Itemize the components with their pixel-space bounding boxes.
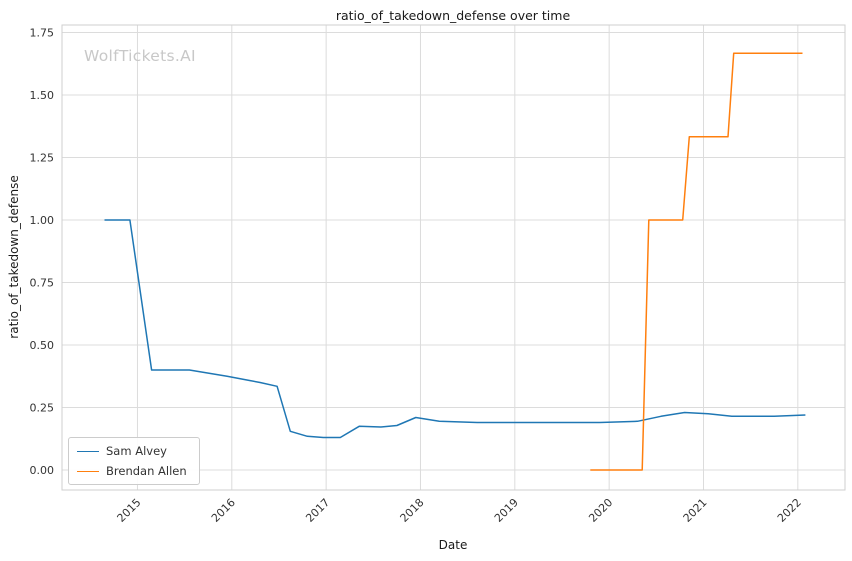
y-axis-label: ratio_of_takedown_defense xyxy=(7,175,21,339)
chart-title: ratio_of_takedown_defense over time xyxy=(335,8,571,23)
plot-border xyxy=(61,24,846,491)
legend-label-sam-alvey: Sam Alvey xyxy=(106,444,167,458)
watermark: WolfTickets.AI xyxy=(84,47,196,65)
series-line-brendan-allen xyxy=(590,52,803,471)
y-tick-label: 1.50 xyxy=(30,89,55,102)
legend-line-swatch-sam-alvey xyxy=(77,450,99,452)
x-tick-label: 2020 xyxy=(586,496,615,525)
plot-background xyxy=(62,25,845,490)
x-tick-label: 2019 xyxy=(492,496,521,525)
x-tick-label: 2021 xyxy=(681,496,710,525)
x-axis-label: Date xyxy=(438,538,468,552)
y-tick-label: 0.25 xyxy=(30,402,55,415)
x-tick-label: 2022 xyxy=(775,496,804,525)
legend-item-sam-alvey: Sam Alvey xyxy=(77,444,187,458)
y-tick-label: 1.75 xyxy=(30,27,55,40)
series-line-sam-alvey xyxy=(104,219,806,439)
legend: Sam Alvey Brendan Allen xyxy=(68,437,200,485)
y-tick-label: 0.75 xyxy=(30,277,55,290)
y-tick-label: 0.00 xyxy=(30,464,55,477)
y-tick-label: 1.00 xyxy=(30,214,55,227)
x-tick-label: 2015 xyxy=(115,496,144,525)
legend-label-brendan-allen: Brendan Allen xyxy=(106,464,187,478)
legend-line-swatch-brendan-allen xyxy=(77,470,99,472)
x-tick-label: 2018 xyxy=(398,496,427,525)
y-tick-label: 0.50 xyxy=(30,339,55,352)
x-tick-label: 2016 xyxy=(209,496,238,525)
legend-item-brendan-allen: Brendan Allen xyxy=(77,464,187,478)
y-tick-label: 1.25 xyxy=(30,152,55,165)
x-tick-label: 2017 xyxy=(303,496,332,525)
